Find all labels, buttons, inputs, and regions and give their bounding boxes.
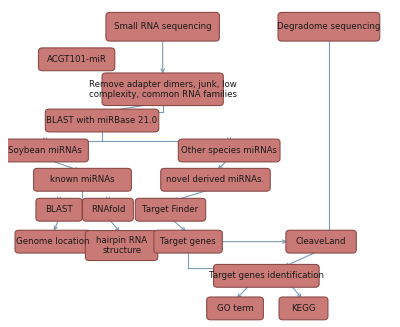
FancyBboxPatch shape: [278, 12, 380, 41]
FancyBboxPatch shape: [106, 12, 219, 41]
FancyBboxPatch shape: [15, 230, 91, 253]
FancyBboxPatch shape: [286, 230, 356, 253]
Text: known miRNAs: known miRNAs: [50, 175, 115, 184]
FancyBboxPatch shape: [45, 109, 159, 132]
Text: Other species miRNAs: Other species miRNAs: [181, 146, 277, 155]
FancyBboxPatch shape: [279, 297, 328, 320]
FancyBboxPatch shape: [207, 297, 263, 320]
Text: novel derived miRNAs.: novel derived miRNAs.: [166, 175, 264, 184]
Text: Remove adapter dimers, junk, low
complexity, common RNA families: Remove adapter dimers, junk, low complex…: [89, 79, 237, 99]
FancyBboxPatch shape: [135, 198, 206, 221]
Text: CleaveLand: CleaveLand: [296, 237, 346, 246]
FancyBboxPatch shape: [214, 265, 319, 287]
FancyBboxPatch shape: [34, 168, 131, 191]
Text: BLAST with miRBase 21.0: BLAST with miRBase 21.0: [46, 116, 158, 125]
Text: ACGT101-miR: ACGT101-miR: [47, 55, 106, 64]
FancyBboxPatch shape: [161, 168, 270, 191]
FancyBboxPatch shape: [154, 230, 222, 253]
Text: Soybean miRNAs: Soybean miRNAs: [8, 146, 82, 155]
FancyBboxPatch shape: [36, 198, 82, 221]
FancyBboxPatch shape: [102, 73, 223, 106]
Text: hairpin RNA
structure: hairpin RNA structure: [96, 236, 147, 255]
Text: KEGG: KEGG: [291, 304, 316, 313]
Text: Target Finder: Target Finder: [142, 205, 198, 214]
FancyBboxPatch shape: [82, 198, 133, 221]
Text: BLAST: BLAST: [45, 205, 73, 214]
FancyBboxPatch shape: [178, 139, 280, 162]
Text: GO term: GO term: [217, 304, 254, 313]
FancyBboxPatch shape: [86, 231, 158, 261]
Text: RNAfold: RNAfold: [91, 205, 125, 214]
Text: Target genes: Target genes: [160, 237, 216, 246]
FancyBboxPatch shape: [2, 139, 88, 162]
Text: Target genes identification: Target genes identification: [209, 271, 324, 280]
Text: Genome location: Genome location: [16, 237, 90, 246]
Text: Small RNA sequencing: Small RNA sequencing: [114, 22, 212, 31]
FancyBboxPatch shape: [38, 48, 115, 71]
Text: Degradome sequencing: Degradome sequencing: [277, 22, 380, 31]
